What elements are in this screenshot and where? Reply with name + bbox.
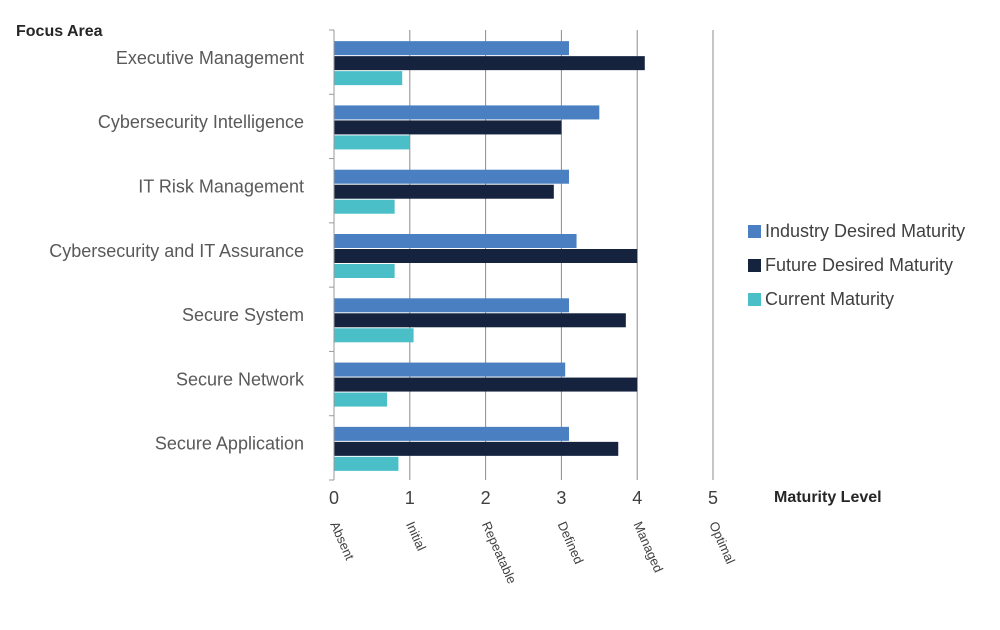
bar-industry-desired-maturity	[334, 169, 569, 184]
bar-future-desired-maturity	[334, 249, 638, 263]
x-tick-label: 5	[708, 488, 718, 508]
legend-label: Future Desired Maturity	[765, 255, 953, 275]
bar-future-desired-maturity	[334, 184, 554, 199]
maturity-level-labels: Absent Initial Repeatable Defined Managed Opt…	[327, 519, 738, 586]
bar-industry-desired-maturity	[334, 105, 600, 120]
x-tick-label: 4	[632, 488, 642, 508]
category-label: IT Risk Management	[138, 176, 304, 196]
legend-swatch	[748, 225, 761, 238]
bar-current-maturity	[334, 328, 414, 343]
bar-future-desired-maturity	[334, 56, 645, 71]
legend-label: Industry Desired Maturity	[765, 221, 965, 241]
x-tick-label: 0	[329, 488, 339, 508]
bar-future-desired-maturity	[334, 377, 638, 392]
category-label: Secure Network	[176, 369, 305, 389]
legend: Industry Desired Maturity Future Desired …	[748, 221, 965, 309]
bar-current-maturity	[334, 135, 410, 150]
maturity-level-label: Optimal	[706, 519, 738, 566]
bar-current-maturity	[334, 392, 388, 407]
y-axis-title: Focus Area	[16, 23, 103, 40]
bar-current-maturity	[334, 71, 403, 86]
bar-industry-desired-maturity	[334, 362, 566, 377]
x-axis-title: Maturity Level	[774, 489, 882, 506]
bar-future-desired-maturity	[334, 120, 562, 135]
axes	[329, 29, 335, 481]
bar-industry-desired-maturity	[334, 234, 577, 248]
bar-industry-desired-maturity	[334, 426, 569, 441]
x-tick-labels: 0 1 2 3 4 5	[329, 488, 718, 508]
category-label: Secure System	[182, 305, 304, 325]
x-tick-label: 3	[556, 488, 566, 508]
bar-industry-desired-maturity	[334, 298, 569, 313]
maturity-level-label: Absent	[327, 519, 357, 562]
category-label: Cybersecurity and IT Assurance	[49, 241, 304, 261]
category-label: Secure Application	[155, 434, 304, 454]
x-tick-label: 2	[481, 488, 491, 508]
bar-current-maturity	[334, 199, 395, 214]
legend-label: Current Maturity	[765, 289, 894, 309]
x-tick-label: 1	[405, 488, 415, 508]
bar-current-maturity	[334, 456, 399, 471]
category-label: Cybersecurity Intelligence	[98, 112, 304, 132]
bar-industry-desired-maturity	[334, 41, 569, 56]
legend-swatch	[748, 293, 761, 306]
maturity-level-label: Initial	[403, 519, 429, 553]
category-label: Executive Management	[116, 48, 304, 68]
bar-future-desired-maturity	[334, 441, 619, 456]
bars	[334, 41, 645, 471]
category-labels: Executive Management Cybersecurity Intell…	[49, 48, 305, 454]
maturity-level-label: Repeatable	[479, 519, 520, 586]
maturity-level-label: Managed	[630, 519, 666, 575]
bar-current-maturity	[334, 264, 395, 278]
maturity-level-label: Defined	[555, 519, 587, 566]
bar-future-desired-maturity	[334, 313, 626, 328]
legend-swatch	[748, 259, 761, 272]
